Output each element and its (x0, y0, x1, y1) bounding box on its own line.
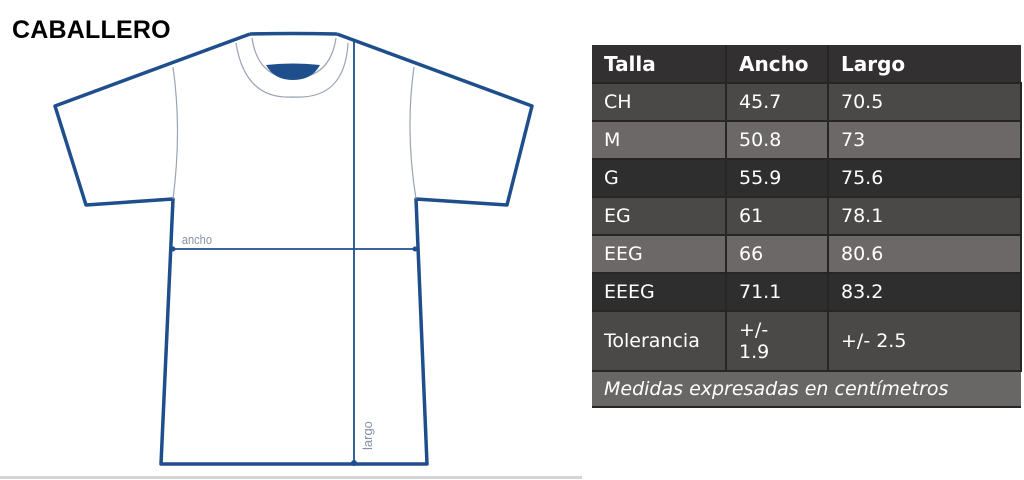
footer-row: Medidas expresadas en centímetros (592, 371, 1021, 408)
divider (0, 476, 582, 479)
cell-length: 80.6 (828, 235, 1022, 274)
collar-outer (235, 42, 349, 98)
table-footnote: Medidas expresadas en centímetros (592, 371, 1021, 408)
cell-length: 73 (828, 121, 1022, 160)
header-size: Talla (592, 45, 727, 84)
neckline (249, 31, 338, 36)
cell-size: EEEG (592, 273, 727, 312)
table-row: EEG 66 80.6 (592, 235, 1022, 274)
cell-size: EG (592, 197, 727, 236)
header-width: Ancho (726, 45, 829, 84)
table-row: EG 61 78.1 (592, 197, 1022, 236)
table-row: G 55.9 75.6 (592, 159, 1022, 198)
cell-width: 45.7 (726, 83, 829, 122)
header-length: Largo (828, 45, 1021, 84)
cell-size: EEG (592, 235, 727, 274)
tolerance-row: Tolerancia +/- 1.9 +/- 2.5 (592, 311, 1022, 372)
cell-length: 78.1 (828, 197, 1022, 236)
table-row: EEEG 71.1 83.2 (592, 273, 1022, 312)
cell-length: 83.2 (828, 273, 1022, 312)
cell-length: 70.5 (828, 83, 1022, 122)
neck-inner-fill (266, 63, 320, 80)
cell-size: M (592, 121, 727, 160)
table-header: Talla Ancho Largo (592, 45, 1021, 84)
cell-width: 61 (726, 197, 829, 236)
cell-length: 75.6 (828, 159, 1022, 198)
page-title: CABALLERO (12, 16, 171, 44)
seam-right (409, 66, 417, 200)
cell-size: CH (592, 83, 727, 122)
table-row: CH 45.7 70.5 (592, 83, 1022, 122)
length-label: largo (360, 421, 375, 450)
cell-tolerance-length: +/- 2.5 (828, 311, 1022, 372)
width-label: ancho (182, 232, 212, 247)
cell-width: 55.9 (726, 159, 829, 198)
size-table: Talla Ancho Largo CH 45.7 70.5 M 50.8 73 G 55… (592, 45, 1022, 408)
cell-tolerance-label: Tolerancia (592, 311, 727, 372)
cell-size: G (592, 159, 727, 198)
tshirt-diagram: ancho largo (53, 31, 534, 466)
shirt-outline (53, 32, 534, 466)
cell-width: 66 (726, 235, 829, 274)
cell-width: 71.1 (726, 273, 829, 312)
cell-width: 50.8 (726, 121, 829, 160)
table-row: M 50.8 73 (592, 121, 1022, 160)
seam-left (172, 66, 179, 200)
cell-tolerance-width: +/- 1.9 (726, 311, 829, 372)
